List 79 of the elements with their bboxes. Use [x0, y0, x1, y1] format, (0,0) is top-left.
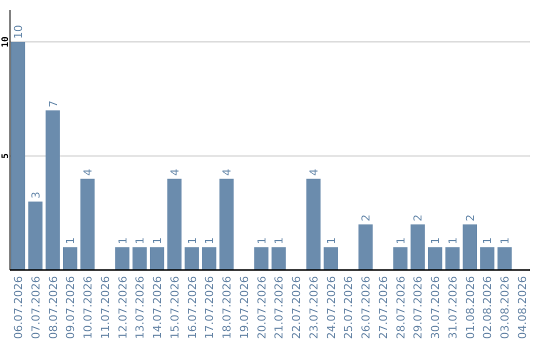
x-tick-label: 31.07.2026: [446, 276, 460, 339]
bar: [428, 247, 442, 270]
x-tick-label: 26.07.2026: [360, 276, 373, 339]
bar: [219, 178, 234, 270]
x-tick-label: 08.07.2026: [46, 276, 60, 339]
bar: [46, 110, 60, 270]
x-tick-label: 27.07.2026: [376, 276, 390, 339]
bar: [324, 247, 338, 270]
bar: [132, 247, 147, 270]
y-tick-label: 5: [1, 153, 11, 159]
data-label: 1: [481, 237, 494, 244]
data-label: 1: [429, 237, 442, 244]
x-tick-label: 24.07.2026: [324, 276, 338, 339]
x-tick-label: 04.08.2026: [516, 276, 530, 339]
x-tick-label: 19.07.2026: [238, 276, 251, 339]
bar: [306, 178, 321, 270]
data-label: 1: [498, 237, 512, 244]
x-tick-label: 03.08.2026: [498, 276, 512, 339]
data-label: 1: [394, 237, 408, 244]
bar: [445, 247, 460, 270]
x-tick-label: 06.07.2026: [12, 276, 25, 339]
x-tick-label: 16.07.2026: [186, 276, 199, 339]
x-tick-label: 10.07.2026: [82, 276, 95, 339]
bar: [28, 202, 42, 270]
data-label: 1: [116, 237, 130, 244]
data-label: 1: [134, 237, 147, 244]
bar: [150, 247, 164, 270]
data-label: 3: [29, 192, 42, 199]
data-label: 7: [46, 100, 60, 108]
data-label: 4: [82, 168, 95, 176]
bar: [63, 247, 78, 270]
data-label: 1: [64, 237, 78, 244]
data-label: 2: [464, 214, 477, 222]
x-tick-label: 20.07.2026: [255, 276, 268, 339]
x-tick-label: 14.07.2026: [151, 276, 164, 339]
data-label: 2: [360, 214, 373, 222]
x-tick-label: 09.07.2026: [64, 276, 78, 339]
bar: [254, 247, 268, 270]
bar: [480, 247, 494, 270]
data-label: 2: [412, 214, 425, 222]
data-label: 1: [203, 237, 216, 244]
x-tick-label: 13.07.2026: [134, 276, 147, 339]
bar: [498, 247, 512, 270]
x-tick-label: 15.07.2026: [168, 276, 182, 339]
bar: [272, 247, 286, 270]
x-tick-label: 07.07.2026: [29, 276, 42, 339]
x-tick-label: 23.07.2026: [307, 276, 320, 339]
bar: [184, 247, 199, 270]
bar: [115, 247, 130, 270]
x-tick-label: 29.07.2026: [412, 276, 425, 339]
bar: [462, 224, 477, 270]
bar: [80, 178, 95, 270]
data-label: 4: [168, 168, 182, 176]
bar: [410, 224, 425, 270]
data-label: 1: [255, 237, 268, 244]
x-tick-label: 11.07.2026: [98, 276, 112, 339]
x-tick-label: 28.07.2026: [394, 276, 408, 339]
bar: [10, 42, 26, 270]
data-label: 1: [446, 237, 460, 244]
data-label: 1: [186, 237, 199, 244]
data-label: 1: [151, 237, 164, 244]
x-tick-label: 21.07.2026: [272, 276, 286, 339]
bar: [167, 178, 182, 270]
x-tick-label: 12.07.2026: [116, 276, 130, 339]
x-tick-label: 25.07.2026: [342, 276, 356, 339]
bar: [202, 247, 216, 270]
bar: [393, 247, 408, 270]
bar: [358, 224, 373, 270]
x-tick-label: 02.08.2026: [481, 276, 494, 339]
x-tick-label: 01.08.2026: [464, 276, 477, 339]
data-label: 4: [307, 168, 320, 176]
data-label: 10: [12, 24, 25, 39]
data-label: 4: [220, 168, 234, 176]
x-tick-label: 22.07.2026: [290, 276, 304, 339]
x-tick-label: 17.07.2026: [203, 276, 216, 339]
data-label: 1: [272, 237, 286, 244]
x-tick-label: 18.07.2026: [220, 276, 234, 339]
x-tick-label: 30.07.2026: [429, 276, 442, 339]
data-label: 1: [324, 237, 338, 244]
